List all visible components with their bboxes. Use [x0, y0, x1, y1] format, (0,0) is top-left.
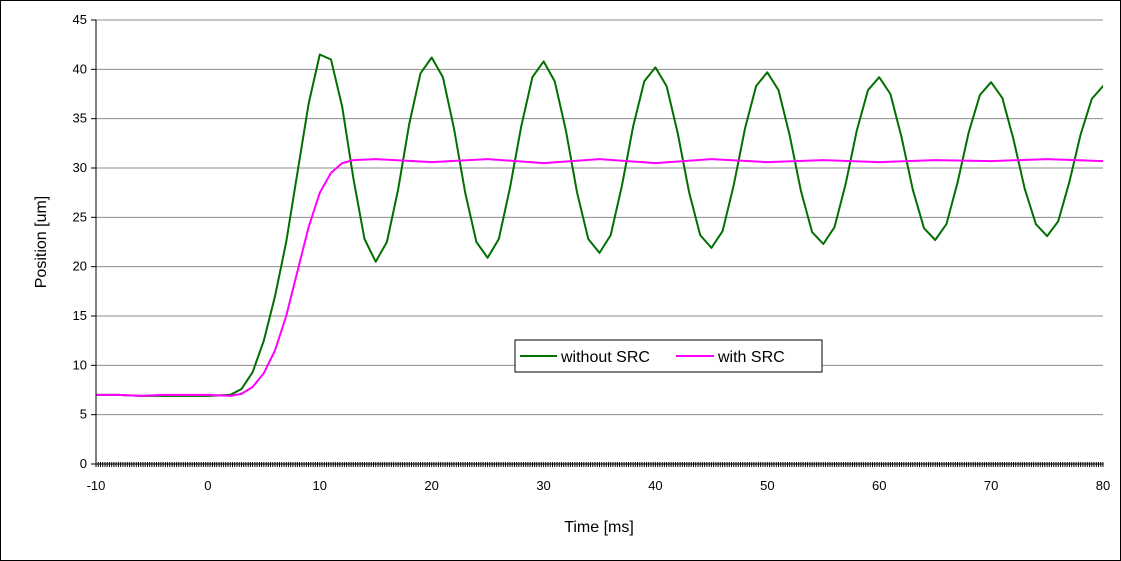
y-tick-label: 5: [80, 407, 87, 422]
x-tick-label: 0: [204, 478, 211, 493]
plot-area: [96, 20, 1103, 464]
x-tick-label: 20: [424, 478, 438, 493]
series-layer: [96, 53, 1103, 397]
y-tick-label: 35: [73, 111, 87, 126]
x-minor-ticks: [95, 462, 1104, 467]
x-tick-label: 10: [313, 478, 327, 493]
x-axis-title: Time [ms]: [564, 519, 634, 536]
legend-label-with-src: with SRC: [717, 349, 785, 366]
x-tick-label: 40: [648, 478, 662, 493]
x-tick-label: 30: [536, 478, 550, 493]
legend-box: [514, 339, 823, 373]
legend: without SRC with SRC: [514, 339, 823, 373]
x-tick-label: 70: [984, 478, 998, 493]
x-tick-label: 80: [1096, 478, 1110, 493]
y-tick-label: 0: [80, 456, 87, 471]
x-tick-label: 60: [872, 478, 886, 493]
y-tick-label: 20: [73, 259, 87, 274]
y-tick-label: 25: [73, 209, 87, 224]
series-line-without-src: [96, 53, 1103, 397]
series-line-with-src: [96, 158, 1103, 397]
gridlines: [96, 19, 1103, 416]
y-axis-title: Position [um]: [33, 196, 50, 288]
y-tick-label: 15: [73, 308, 87, 323]
x-tick-label: -10: [87, 478, 106, 493]
x-tick-label: 50: [760, 478, 774, 493]
axes: [91, 19, 1104, 467]
y-tick-label: 40: [73, 61, 87, 76]
legend-label-without-src: without SRC: [560, 349, 650, 366]
y-tick-label: 30: [73, 160, 87, 175]
y-tick-label: 10: [73, 357, 87, 372]
y-tick-label: 45: [73, 12, 87, 27]
